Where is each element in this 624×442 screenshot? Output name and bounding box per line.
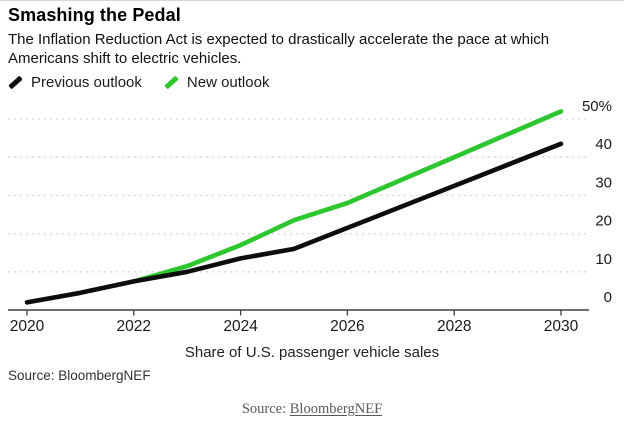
svg-text:0: 0 <box>604 289 612 306</box>
legend-label-new-outlook: New outlook <box>186 74 270 91</box>
legend-item-previous-outlook: Previous outlook <box>8 74 142 91</box>
chart-legend: Previous outlook New outlook <box>8 74 269 91</box>
svg-text:2020: 2020 <box>10 318 45 335</box>
svg-text:2024: 2024 <box>223 318 258 335</box>
caption-source-prefix: Source: <box>241 401 290 417</box>
source-text: Source: BloombergNEF <box>8 368 151 383</box>
svg-text:2030: 2030 <box>544 318 579 335</box>
svg-text:10: 10 <box>595 251 612 268</box>
svg-text:50%: 50% <box>582 98 612 115</box>
svg-text:30: 30 <box>595 174 612 191</box>
legend-label-previous-outlook: Previous outlook <box>31 74 142 91</box>
caption-source-link[interactable]: BloombergNEF <box>289 401 383 417</box>
svg-text:2022: 2022 <box>117 318 151 335</box>
legend-item-new-outlook: New outlook <box>164 74 270 91</box>
svg-text:2026: 2026 <box>330 318 364 335</box>
svg-text:20: 20 <box>595 213 612 230</box>
svg-text:40: 40 <box>595 136 612 153</box>
x-axis-caption: Share of U.S. passenger vehicle sales <box>184 344 440 361</box>
document-caption: Source: BloombergNEF <box>0 401 624 418</box>
image-top-border <box>0 0 624 1</box>
svg-text:2028: 2028 <box>437 318 471 335</box>
chart-subtitle: The Inflation Reduction Act is expected … <box>8 31 550 67</box>
chart-title: Smashing the Pedal <box>8 5 181 25</box>
